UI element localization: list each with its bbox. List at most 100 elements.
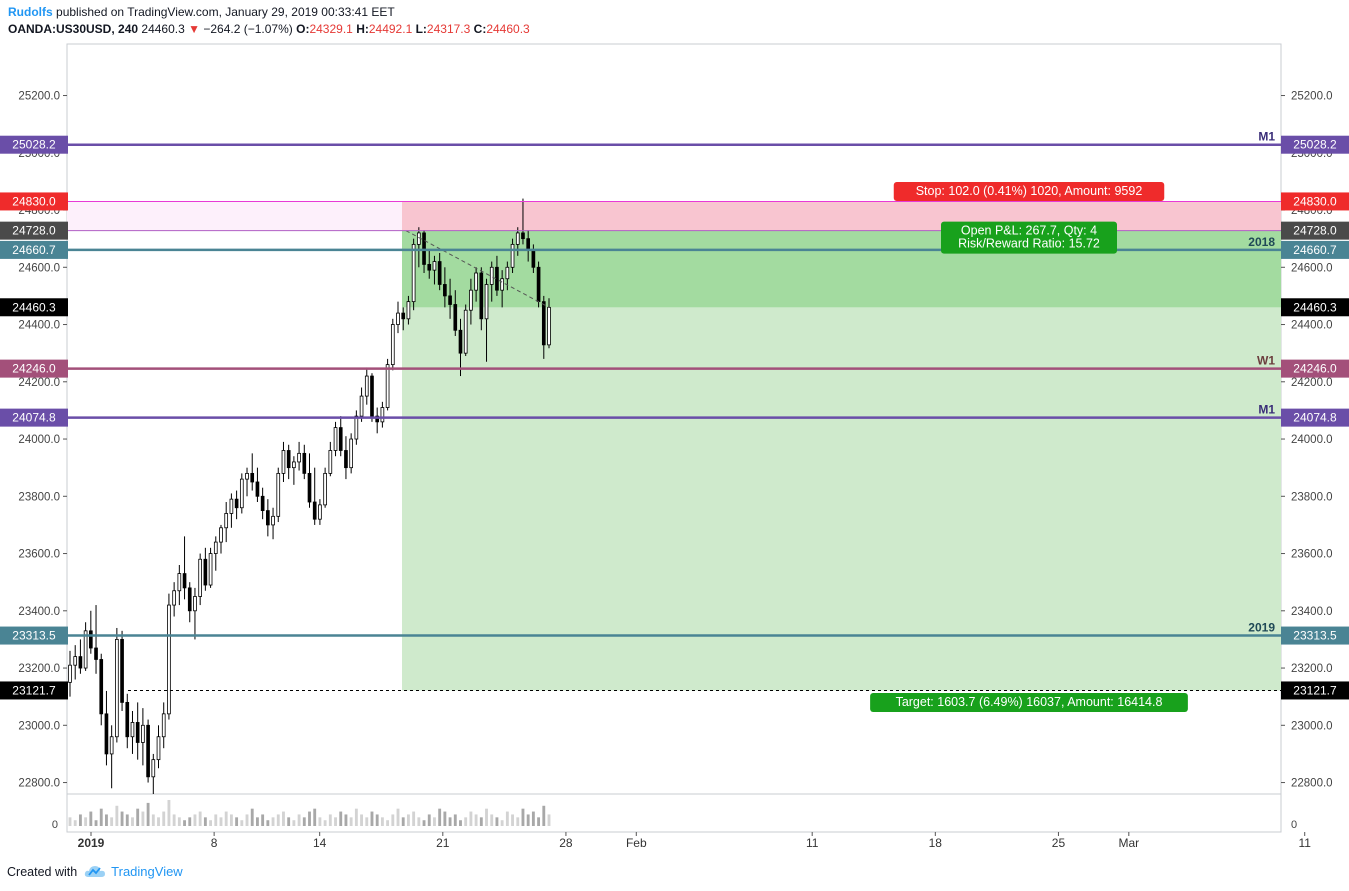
volume-bar <box>240 820 244 826</box>
level-tag: M1 <box>1258 130 1275 144</box>
candle-body <box>354 415 359 440</box>
candle-body <box>292 461 296 469</box>
candle-body <box>318 504 322 520</box>
volume-bar <box>412 811 416 826</box>
volume-bar <box>99 808 103 826</box>
volume-bar <box>151 814 155 826</box>
open-value: 24329.1 <box>309 22 353 36</box>
candle-body <box>364 375 369 397</box>
right-axis-label: 25200.0 <box>1291 91 1333 103</box>
price-badge-right <box>1281 298 1349 317</box>
candle-body <box>99 659 104 715</box>
price-badge-label: 24460.3 <box>12 300 56 314</box>
price-badge-label: 25028.2 <box>12 138 56 152</box>
candle-body <box>146 724 150 778</box>
volume-bar <box>89 811 93 826</box>
volume-bar <box>198 811 202 826</box>
candle-body <box>219 527 223 543</box>
volume-bar <box>375 814 379 826</box>
price-badge-label: 23121.7 <box>1293 683 1337 697</box>
candle-body <box>286 450 291 469</box>
volume-bar <box>318 817 322 826</box>
volume-bar <box>172 814 176 826</box>
volume-bar <box>453 814 457 826</box>
candle-body <box>541 301 546 346</box>
candle-body <box>307 472 312 503</box>
candle-body <box>255 481 260 497</box>
symbol-title[interactable]: OANDA:US30USD, 240 <box>8 22 139 36</box>
candle-body <box>505 266 510 280</box>
price-badge-label: 24460.3 <box>1293 300 1337 314</box>
right-axis-label: 24200.0 <box>1291 377 1333 389</box>
right-axis-label: 24000.0 <box>1291 434 1333 446</box>
stop-label-text: Stop: 102.0 (0.41%) 1020, Amount: 9592 <box>916 184 1143 198</box>
volume-bar <box>417 817 421 826</box>
author-link[interactable]: Rudolfs <box>8 5 53 19</box>
candle-body <box>380 407 385 423</box>
volume-bar <box>141 811 145 826</box>
left-axis-label: 24200.0 <box>18 377 60 389</box>
volume-axis-label: 0 <box>52 819 58 831</box>
candle-body <box>432 261 437 271</box>
candle-body <box>453 304 458 331</box>
tradingview-cloud-icon[interactable] <box>84 864 106 881</box>
candle-body <box>83 630 88 669</box>
candle-body <box>297 452 301 463</box>
level-tag: 2018 <box>1248 235 1275 249</box>
volume-bar <box>235 817 239 826</box>
level-tag: 2019 <box>1248 621 1275 635</box>
volume-bar <box>443 811 447 826</box>
right-axis-label: 24400.0 <box>1291 320 1333 332</box>
volume-bar <box>406 814 410 826</box>
high-label: H: <box>356 22 369 36</box>
volume-bar <box>479 817 483 826</box>
volume-bar <box>370 811 374 826</box>
price-badge-left <box>0 359 68 378</box>
candle-body <box>239 478 244 509</box>
right-axis-label: 23600.0 <box>1291 549 1333 561</box>
volume-bar <box>78 814 82 826</box>
volume-bar <box>495 817 499 826</box>
candle-body <box>208 553 213 586</box>
volume-bar <box>193 814 197 826</box>
volume-bar <box>266 820 270 826</box>
candle-body <box>338 427 343 451</box>
right-axis-label: 23200.0 <box>1291 663 1333 675</box>
stop-zone <box>402 201 1281 231</box>
candle-body <box>125 701 130 738</box>
time-axis-label: 21 <box>436 836 450 850</box>
left-axis-label: 23400.0 <box>18 606 60 618</box>
volume-bar <box>313 808 317 826</box>
price-badge-left <box>0 626 68 645</box>
candle-body <box>526 238 531 251</box>
price-badge-label: 24074.8 <box>12 411 56 425</box>
candle-body <box>469 289 473 311</box>
stop-label-box <box>893 181 1165 201</box>
candle-body <box>547 306 551 346</box>
price-badge-right <box>1281 192 1349 211</box>
tradingview-brand[interactable]: TradingView <box>111 864 183 879</box>
candle-body <box>161 713 166 738</box>
candle-body <box>141 724 145 743</box>
candle-body <box>474 272 478 291</box>
candle-body <box>115 639 119 738</box>
volume-bar <box>188 817 192 826</box>
volume-bar <box>531 811 535 826</box>
candle-body <box>156 736 161 761</box>
candle-body <box>109 736 114 755</box>
candle-body <box>88 630 93 649</box>
volume-bar <box>542 805 546 826</box>
time-axis-label: 25 <box>1052 836 1066 850</box>
price-badge-right <box>1281 359 1349 378</box>
price-badge-label: 24246.0 <box>12 362 56 376</box>
volume-bar <box>214 814 218 826</box>
candle-body <box>68 664 72 683</box>
volume-bar <box>526 814 530 826</box>
left-axis-label: 24000.0 <box>18 434 60 446</box>
price-badge-left <box>0 192 68 211</box>
volume-bar <box>136 808 140 826</box>
right-axis-label: 23400.0 <box>1291 606 1333 618</box>
volume-bar <box>334 817 337 826</box>
price-badge-left <box>0 298 68 317</box>
